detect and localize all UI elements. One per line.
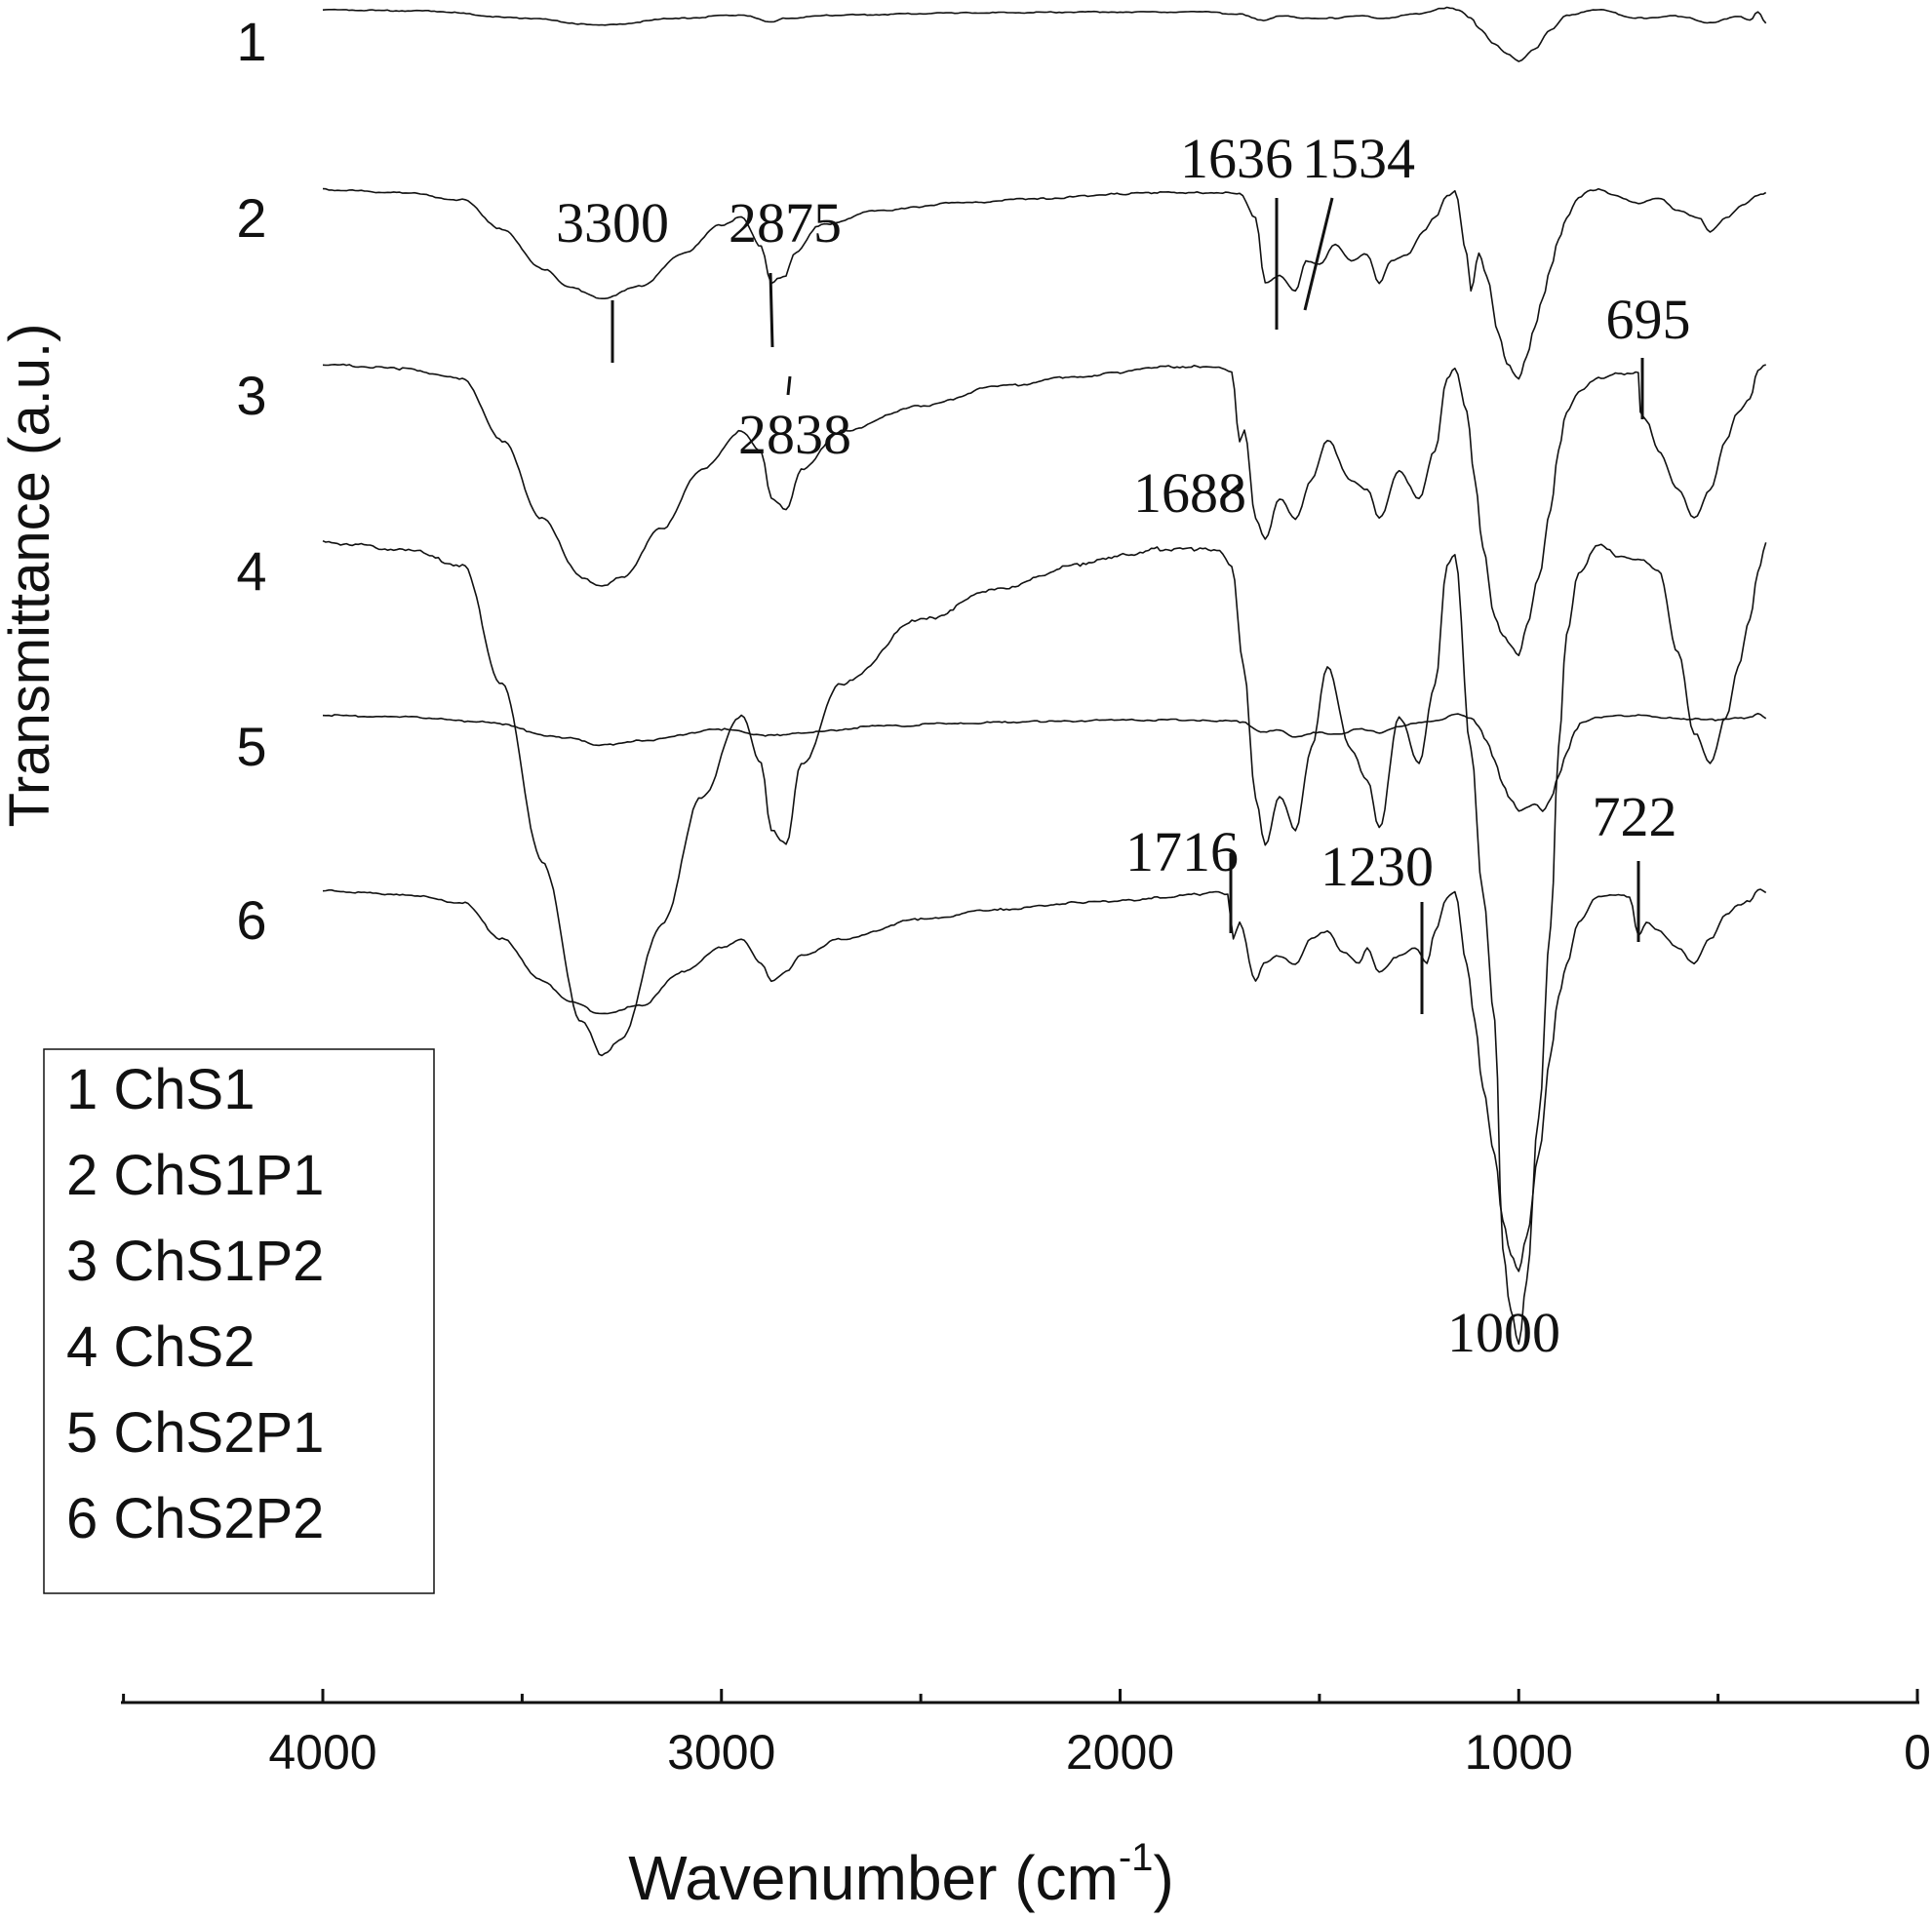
x-axis: 4000 3000 2000 1000 0 bbox=[121, 1689, 1931, 1780]
peak-label-695: 695 bbox=[1606, 288, 1691, 351]
spectra-curves bbox=[322, 6, 1767, 1346]
x-tick-label: 3000 bbox=[667, 1725, 775, 1780]
peak-label-1534: 1534 bbox=[1302, 127, 1415, 190]
peak-marker-1534 bbox=[1303, 197, 1334, 311]
spectrum-line-6 bbox=[322, 888, 1767, 1273]
spectrum-line-5 bbox=[322, 712, 1767, 812]
series-label-6: 6 bbox=[236, 889, 266, 951]
spectrum-line-4 bbox=[322, 539, 1767, 1346]
series-label-1: 1 bbox=[236, 11, 266, 72]
x-axis-label: Wavenumber (cm-1) bbox=[628, 1836, 1174, 1913]
legend-entry: 4 ChS2 bbox=[66, 1315, 255, 1379]
peak-marker-2875 bbox=[769, 272, 774, 348]
peak-annotations: 3300 2875 2838 1636 1534 1688 695 1716 1230 722 10… bbox=[556, 127, 1691, 1364]
series-label-5: 5 bbox=[236, 716, 266, 777]
x-axis-ticks: 4000 3000 2000 1000 0 bbox=[122, 1689, 1931, 1780]
series-number-labels: 1 2 3 4 5 6 bbox=[236, 11, 266, 951]
peak-label-1000: 1000 bbox=[1447, 1301, 1560, 1364]
x-tick-label: 2000 bbox=[1066, 1725, 1174, 1780]
peak-label-1688: 1688 bbox=[1133, 461, 1246, 525]
series-label-2: 2 bbox=[236, 187, 266, 249]
legend-entry: 2 ChS1P1 bbox=[66, 1144, 324, 1207]
spectrum-line-3 bbox=[322, 363, 1766, 657]
legend-entry: 6 ChS2P2 bbox=[66, 1487, 324, 1550]
peak-label-2875: 2875 bbox=[729, 191, 842, 255]
peak-marker-1688 bbox=[1220, 482, 1242, 502]
legend: 1 ChS1 2 ChS1P1 3 ChS1P2 4 ChS2 5 ChS2P1 6 Ch… bbox=[43, 1048, 435, 1594]
peak-label-2838: 2838 bbox=[738, 403, 851, 466]
x-tick-label: 4000 bbox=[268, 1725, 376, 1780]
peak-label-3300: 3300 bbox=[556, 191, 669, 255]
peak-label-1716: 1716 bbox=[1125, 820, 1239, 883]
legend-entry: 3 ChS1P2 bbox=[66, 1230, 324, 1293]
y-axis-label: Transmittance (a.u.) bbox=[0, 324, 61, 828]
peak-label-1636: 1636 bbox=[1180, 127, 1293, 190]
peak-marker-2838 bbox=[786, 375, 792, 396]
x-tick-label: 1000 bbox=[1465, 1725, 1573, 1780]
legend-box bbox=[43, 1048, 435, 1594]
peak-label-1230: 1230 bbox=[1321, 835, 1434, 898]
legend-entry: 5 ChS2P1 bbox=[66, 1401, 324, 1465]
x-tick-label: 0 bbox=[1904, 1725, 1931, 1780]
spectrum-line-1 bbox=[322, 6, 1767, 62]
legend-entry: 1 ChS1 bbox=[66, 1058, 255, 1121]
spectrum-line-2 bbox=[322, 187, 1767, 380]
series-label-4: 4 bbox=[236, 540, 266, 602]
series-label-3: 3 bbox=[236, 365, 266, 426]
peak-label-722: 722 bbox=[1593, 785, 1677, 848]
